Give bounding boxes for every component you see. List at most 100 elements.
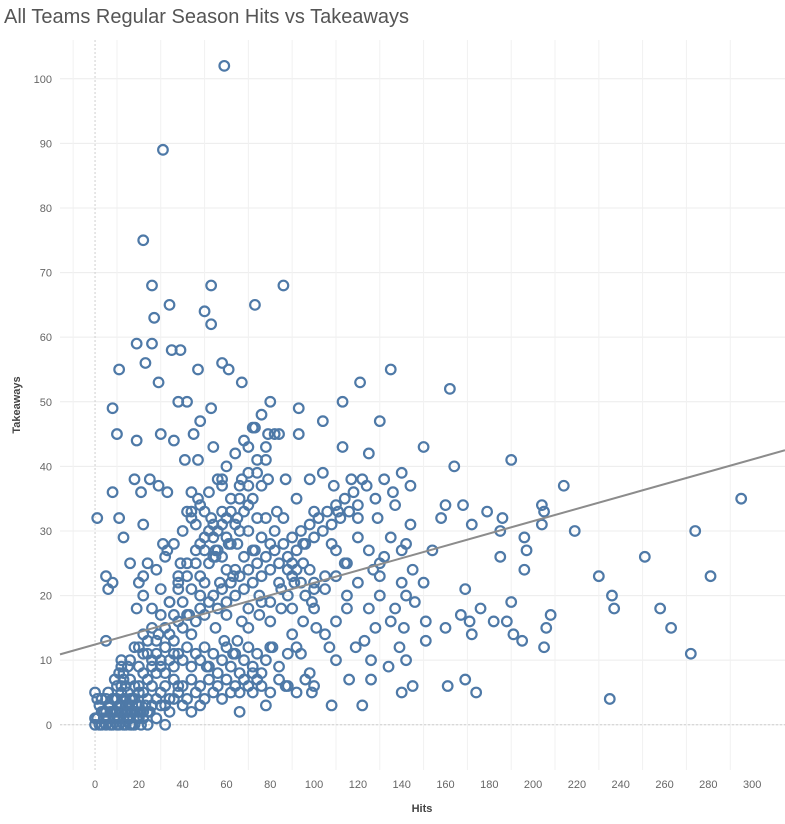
y-tick-label: 0 [46,720,52,732]
data-point [264,596,277,608]
data-point [312,512,325,524]
data-point [538,505,550,518]
data-point [194,415,207,428]
data-point [106,486,119,499]
data-point [132,576,145,589]
x-tick-label: 40 [177,779,189,791]
x-tick-label: 280 [699,779,717,791]
data-point [185,705,198,718]
data-point [373,415,386,428]
data-point [220,512,233,524]
data-point [273,660,285,673]
data-point [198,576,211,589]
data-point [106,576,119,589]
x-axis-title: Hits [412,803,433,815]
data-point [253,589,266,602]
data-point [224,660,237,673]
x-tick-label: 220 [568,779,586,791]
data-point [303,473,316,486]
data-point [146,602,158,615]
data-point [505,596,518,608]
data-point [349,641,362,654]
data-point [238,505,250,518]
data-point [146,680,158,692]
data-point [189,518,202,531]
data-point [91,512,104,524]
data-point [130,337,143,350]
data-point [638,550,651,563]
y-axis-ticks: 0 10 20 30 40 50 60 70 80 90 100 [34,74,52,732]
data-point [141,557,154,570]
data-point [238,550,250,563]
data-point [106,402,119,415]
data-point [115,699,128,712]
data-point [389,499,402,512]
data-point [505,454,518,466]
data-point [220,673,233,686]
data-point [91,693,104,705]
data-point [268,428,281,440]
data-point [137,647,150,660]
data-point [259,699,272,712]
y-tick-label: 40 [40,461,52,473]
trend-line-group [59,449,785,656]
data-point [181,570,193,583]
data-point [419,634,432,647]
chart-title: All Teams Regular Season Hits vs Takeawa… [4,6,409,28]
data-point [516,634,529,647]
data-point [362,544,375,557]
data-point [238,434,250,447]
data-point [132,660,145,673]
data-point [192,363,204,376]
data-point [159,621,172,634]
data-point [341,557,353,570]
data-point [255,531,268,544]
data-point [115,660,128,673]
data-point [496,512,509,524]
x-tick-label: 20 [133,779,145,791]
data-point [235,376,248,389]
data-point [305,686,318,699]
data-point [395,576,408,589]
data-point [159,680,172,692]
data-point [176,621,189,634]
data-point [167,634,180,647]
x-tick-label: 60 [220,779,232,791]
data-point [176,654,189,667]
data-point [338,492,351,505]
data-point [382,660,395,673]
data-point [439,499,452,512]
data-point [297,615,310,628]
data-point [154,583,167,596]
data-point [393,641,406,654]
data-point [406,680,419,692]
data-point [518,531,531,544]
data-point [185,673,198,686]
data-point [128,641,141,654]
data-point [308,583,320,596]
data-point [218,634,231,647]
y-tick-label: 70 [40,268,52,280]
data-point [100,570,112,583]
data-point [474,602,487,615]
data-point [152,376,165,389]
data-point [735,492,748,505]
data-point [152,628,165,641]
data-point [231,634,244,647]
data-point [319,583,331,596]
data-point [327,479,340,492]
data-point [207,647,220,660]
data-point [198,693,211,705]
data-point [203,486,215,499]
data-points [89,59,748,731]
data-point [185,486,198,499]
data-point [299,673,312,686]
y-tick-label: 10 [40,655,52,667]
data-point [167,537,180,550]
data-point [198,305,211,318]
y-tick-label: 50 [40,397,52,409]
data-point [397,621,410,634]
data-point [242,479,255,492]
data-point [174,557,187,570]
data-point [205,402,218,415]
